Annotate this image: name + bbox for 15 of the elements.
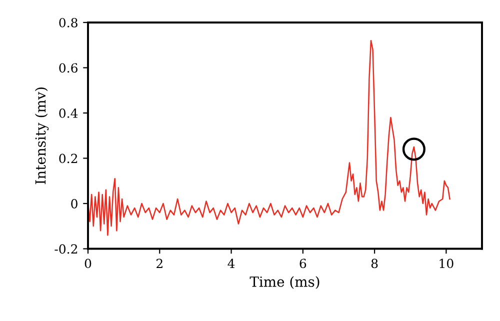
y-tick-label: 0.8 xyxy=(59,18,78,28)
y-axis-title: Intensity (mv) xyxy=(34,88,49,184)
x-tick-label: 4 xyxy=(228,258,235,268)
y-tick-label: 0.2 xyxy=(59,154,78,164)
line-series xyxy=(88,40,450,236)
x-axis-title: Time (ms) xyxy=(250,276,320,289)
y-tick-label: -0.2 xyxy=(54,244,78,254)
x-tick-label: 8 xyxy=(371,258,378,268)
x-tick-label: 6 xyxy=(300,258,306,268)
y-tick-label: 0.4 xyxy=(59,108,78,118)
x-tick-label: 0 xyxy=(84,258,92,268)
y-tick-label: 0 xyxy=(71,198,78,208)
x-tick-label: 2 xyxy=(156,258,162,268)
y-tick-label: 0.6 xyxy=(59,63,78,73)
x-tick-label: 10 xyxy=(440,258,454,268)
